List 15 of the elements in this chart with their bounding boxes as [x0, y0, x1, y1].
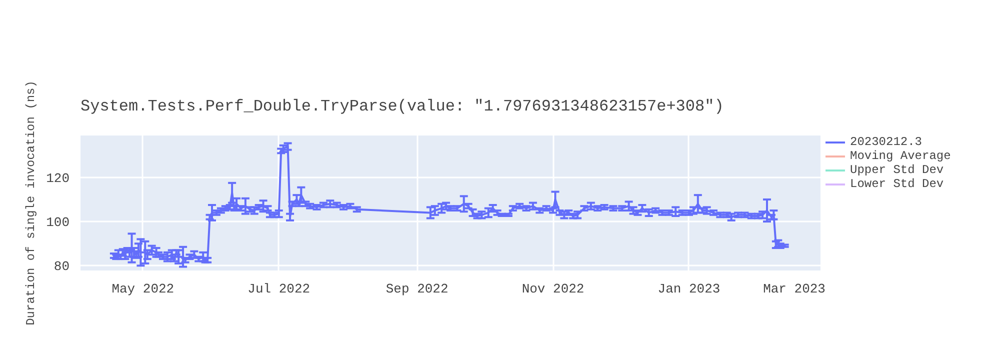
- legend-label: Lower Std Dev: [850, 177, 944, 191]
- x-tick-label: Jul 2022: [248, 282, 310, 296]
- y-tick-label: 120: [46, 170, 70, 186]
- legend-label: Upper Std Dev: [850, 163, 944, 177]
- y-tick-label: 100: [46, 215, 70, 230]
- y-tick-label: 80: [54, 259, 70, 274]
- legend-label: Moving Average: [850, 149, 951, 163]
- legend-label: 20230212.3: [850, 135, 922, 149]
- y-axis-title: Duration of single invocation (ns): [24, 80, 38, 326]
- x-tick-label: Jan 2023: [658, 282, 720, 296]
- x-tick-label: Sep 2022: [386, 282, 448, 296]
- x-tick-label: Nov 2022: [522, 282, 584, 296]
- chart-title: System.Tests.Perf_Double.TryParse(value: "1.7976931348623157e+308"): [80, 98, 724, 116]
- x-tick-label: May 2022: [112, 282, 174, 296]
- x-tick-label: Mar 2023: [763, 282, 826, 296]
